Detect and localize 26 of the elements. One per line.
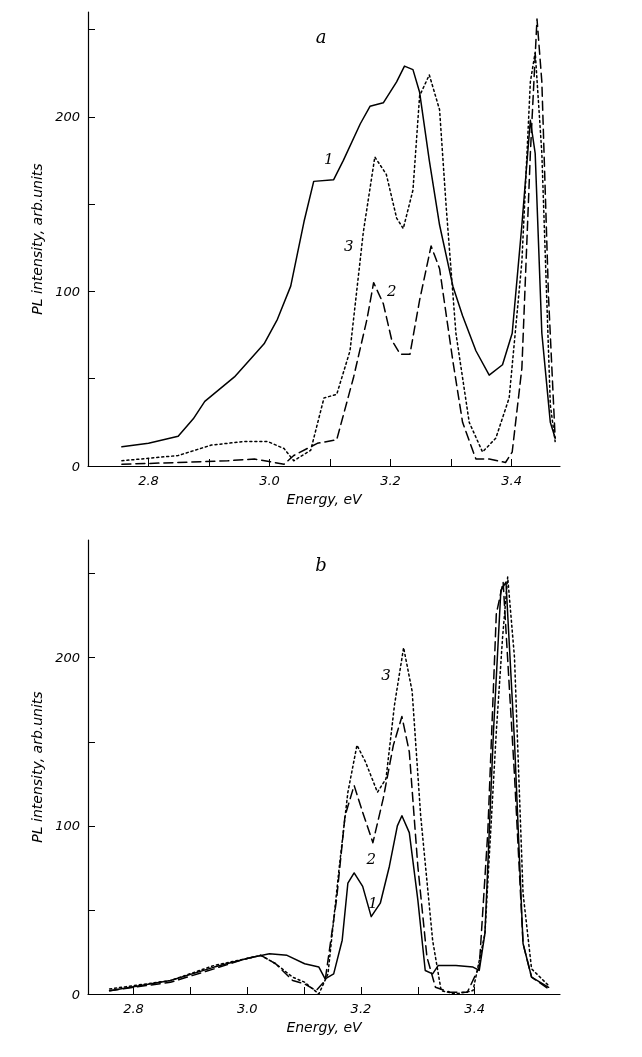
text: b <box>315 553 327 575</box>
x-tick-label: 3.2 <box>380 473 401 488</box>
x-tick-label: 2.8 <box>123 1001 144 1016</box>
y-tick-label: 100 <box>55 818 80 834</box>
x-tick-label: 3.4 <box>464 1001 486 1016</box>
y-axis-title: PL intensity, arb.units <box>29 691 46 843</box>
x-tick-label: 3.0 <box>259 473 280 488</box>
x-axis-title: Energy, eV <box>286 490 364 507</box>
series-label: 2 <box>365 850 376 869</box>
series-label: 1 <box>324 149 334 168</box>
series-label: 2 <box>386 282 397 301</box>
x-tick-label: 3.4 <box>501 473 522 488</box>
series-label: 3 <box>344 236 354 255</box>
y-tick-label: 200 <box>55 109 80 125</box>
y-axis-title: PL intensity, arb.units <box>29 163 46 315</box>
y-tick-label: 200 <box>55 650 80 666</box>
series-label: 1 <box>368 894 378 913</box>
y-tick-label: 0 <box>71 458 80 474</box>
x-tick-label: 3.2 <box>350 1001 372 1016</box>
y-tick-label: 0 <box>71 986 80 1002</box>
y-tick-label: 100 <box>55 283 80 299</box>
x-tick-label: 2.8 <box>138 473 159 488</box>
text: a <box>315 25 327 47</box>
series-label: 3 <box>381 665 391 684</box>
x-tick-label: 3.0 <box>236 1001 258 1016</box>
x-axis-title: Energy, eV <box>286 1018 364 1035</box>
